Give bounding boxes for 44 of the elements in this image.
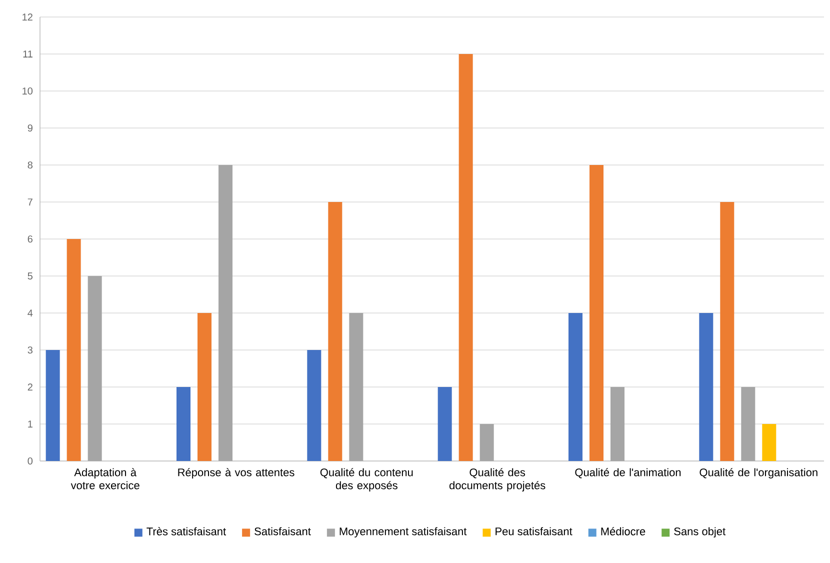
bar <box>458 54 473 461</box>
bar <box>307 350 322 461</box>
y-tick-label: 4 <box>28 310 33 316</box>
bar <box>328 202 342 461</box>
bar <box>762 424 776 461</box>
legend-label: Sans objet <box>674 527 726 538</box>
y-tick-label: 10 <box>22 87 33 95</box>
y-tick-label: 6 <box>28 235 32 243</box>
legend-label: Moyennement satisfaisant <box>340 527 467 538</box>
bar <box>46 350 60 461</box>
x-tick-label: Qualité du contenu des exposés <box>320 468 413 492</box>
bar <box>88 276 102 461</box>
y-tick-label: 5 <box>28 272 33 280</box>
bar <box>720 202 734 461</box>
y-tick-label: 1 <box>28 420 32 428</box>
bar <box>438 387 452 461</box>
y-tick-label: 0 <box>28 457 33 465</box>
y-tick-label: 8 <box>28 161 33 169</box>
bar <box>218 165 232 461</box>
y-tick-label: 9 <box>28 124 32 132</box>
bar <box>699 313 714 461</box>
bar <box>197 313 212 461</box>
bar <box>176 387 190 461</box>
x-tick-label: Qualité de l'organisation <box>700 468 818 478</box>
y-tick-label: 3 <box>28 346 32 354</box>
y-tick-label: 11 <box>23 50 32 58</box>
x-tick-label: Réponse à vos attentes <box>178 468 294 478</box>
legend-label: Médiocre <box>601 527 646 536</box>
legend-label: Peu satisfaisant <box>496 527 572 536</box>
bar <box>610 387 624 461</box>
bar <box>589 165 604 461</box>
bar <box>66 239 81 461</box>
bar <box>568 313 582 461</box>
y-tick-label: 2 <box>28 384 32 390</box>
x-tick-label: Qualité des documents projetés <box>449 468 546 492</box>
bar <box>349 313 364 461</box>
legend-label: Satisfaisant <box>254 527 311 536</box>
bar <box>480 424 494 461</box>
y-tick-label: 12 <box>22 14 32 20</box>
y-tick-label: 7 <box>28 198 32 206</box>
x-tick-label: Adaptation à votre exercice <box>70 468 140 490</box>
x-tick-label: Qualité de l'animation <box>575 468 681 478</box>
bar <box>741 387 756 461</box>
legend-label: Très satisfaisant <box>146 527 226 536</box>
